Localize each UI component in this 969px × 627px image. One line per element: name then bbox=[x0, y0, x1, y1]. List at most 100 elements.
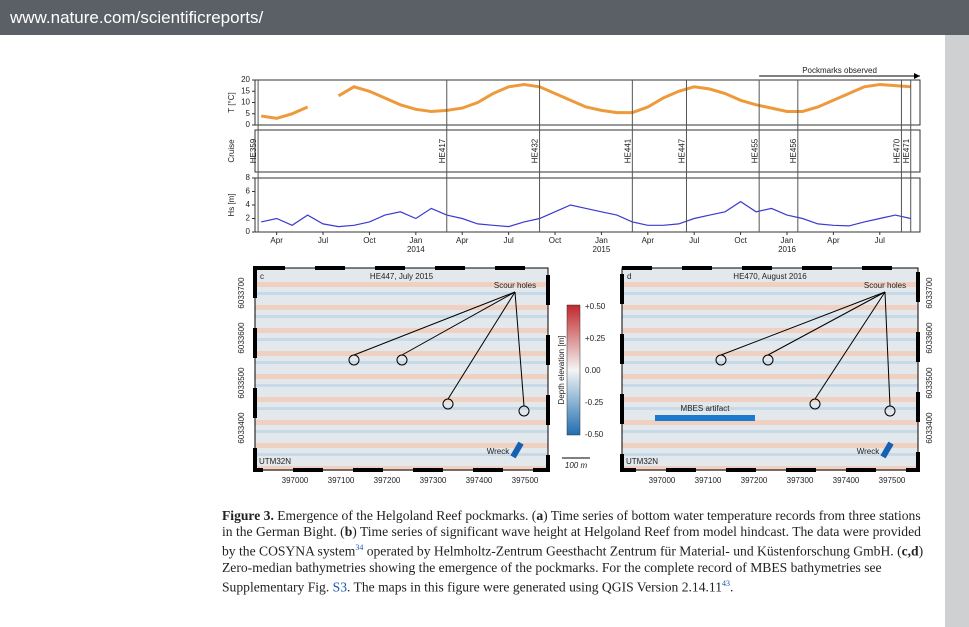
caption: Figure 3. Emergence of the Helgoland Ree… bbox=[222, 508, 934, 595]
cruise-name: HE471 bbox=[902, 138, 911, 163]
map-stripe bbox=[622, 407, 918, 410]
x-tick-label: Apr bbox=[642, 236, 655, 245]
map-x-label: 397000 bbox=[282, 476, 309, 485]
map-scour: Scour holes bbox=[864, 281, 906, 290]
cruise-label: Cruise bbox=[227, 139, 236, 163]
map-y-label: 6033700 bbox=[925, 277, 934, 309]
pockmarks-label: Pockmarks observed bbox=[802, 66, 877, 75]
url-bar[interactable]: www.nature.com/scientificreports/ bbox=[0, 0, 969, 35]
map-x-label: 397300 bbox=[787, 476, 814, 485]
caption-run: . bbox=[730, 579, 733, 594]
x-tick-label: Jan bbox=[409, 236, 422, 245]
caption-run: Emergence of the Helgoland Reef pockmark… bbox=[274, 508, 536, 523]
map-y-label: 6033600 bbox=[925, 322, 934, 354]
x-tick-label: Jul bbox=[689, 236, 699, 245]
map-stripe bbox=[255, 430, 548, 433]
y-tick-label: 10 bbox=[241, 98, 250, 107]
map-letter: d bbox=[627, 272, 631, 281]
series-line bbox=[261, 85, 911, 119]
x-tick-label: Oct bbox=[734, 236, 747, 245]
map-stripe bbox=[255, 315, 548, 318]
caption-run: c,d bbox=[902, 544, 919, 559]
y-tick-label: 2 bbox=[246, 214, 251, 223]
y-tick-label: 8 bbox=[246, 173, 251, 182]
y-tick-label: 20 bbox=[241, 75, 250, 84]
y-tick-label: 4 bbox=[246, 200, 251, 209]
colorbar-label: Depth elevation [m] bbox=[557, 336, 566, 405]
y-tick-label: 5 bbox=[246, 109, 251, 118]
caption-run: operated by Helmholtz-Zentrum Geesthacht… bbox=[363, 544, 901, 559]
map-y-label: 6033500 bbox=[237, 367, 246, 399]
map-stripe bbox=[255, 374, 548, 379]
x-tick-label: Apr bbox=[827, 236, 840, 245]
map-x-label: 397100 bbox=[328, 476, 355, 485]
x-tick-label: Jan bbox=[781, 236, 794, 245]
cruise-name: HE417 bbox=[438, 138, 447, 163]
arrow-head bbox=[914, 73, 920, 79]
map-y-label: 6033600 bbox=[237, 322, 246, 354]
x-tick-label: Oct bbox=[363, 236, 376, 245]
map-stripe bbox=[255, 292, 548, 295]
side-strip bbox=[945, 35, 969, 627]
x-tick-label: Jul bbox=[318, 236, 328, 245]
map-stripe bbox=[255, 328, 548, 333]
map-x-label: 397500 bbox=[879, 476, 906, 485]
map-stripe bbox=[255, 420, 548, 425]
map-y-label: 6033400 bbox=[925, 412, 934, 444]
scale-label: 100 m bbox=[565, 461, 588, 470]
map-wreck: Wreck bbox=[487, 447, 511, 456]
map-x-label: 397200 bbox=[741, 476, 768, 485]
map-stripe bbox=[255, 384, 548, 387]
cruise-name: HE447 bbox=[678, 138, 687, 163]
x-tick-label: Apr bbox=[270, 236, 283, 245]
colorbar-tick: +0.25 bbox=[585, 334, 606, 343]
x-tick-label: Jul bbox=[875, 236, 885, 245]
year-label: 2016 bbox=[778, 245, 796, 254]
map-title: HE470, August 2016 bbox=[733, 272, 807, 281]
cruise-name: HE441 bbox=[623, 138, 632, 163]
artifact bbox=[655, 415, 755, 421]
year-label: 2015 bbox=[593, 245, 611, 254]
map-stripe bbox=[255, 397, 548, 402]
map-stripe bbox=[255, 361, 548, 364]
cruise-frame bbox=[255, 130, 920, 172]
x-tick-label: Apr bbox=[456, 236, 469, 245]
map-wreck: Wreck bbox=[857, 447, 881, 456]
y-axis-label: T [°C] bbox=[227, 92, 236, 112]
map-title: HE447, July 2015 bbox=[370, 272, 434, 281]
map-stripe bbox=[622, 430, 918, 433]
caption-run: . The maps in this figure were generated… bbox=[347, 579, 722, 594]
map-x-label: 397100 bbox=[695, 476, 722, 485]
page: www.nature.com/scientificreports/ 2015 10… bbox=[0, 0, 969, 627]
cruise-name: HE455 bbox=[750, 138, 759, 163]
year-label: 2014 bbox=[407, 245, 425, 254]
colorbar-tick: -0.50 bbox=[585, 430, 604, 439]
map-stripe bbox=[622, 384, 918, 387]
colorbar bbox=[567, 305, 580, 435]
map-artifact: MBES artifact bbox=[681, 404, 731, 413]
map-stripe bbox=[255, 407, 548, 410]
colorbar-tick: +0.50 bbox=[585, 302, 606, 311]
map-x-label: 397000 bbox=[649, 476, 676, 485]
cruise-name: HE456 bbox=[789, 138, 798, 163]
map-stripe bbox=[255, 338, 548, 341]
y-tick-label: 0 bbox=[246, 227, 251, 236]
map-stripe bbox=[622, 315, 918, 318]
map-x-label: 397300 bbox=[420, 476, 447, 485]
cruise-name: HE470 bbox=[893, 138, 902, 163]
cruise-name: HE359 bbox=[249, 138, 258, 163]
cruise-name: HE432 bbox=[531, 138, 540, 163]
map-stripe bbox=[622, 361, 918, 364]
caption-run: Figure 3. bbox=[222, 508, 274, 523]
x-tick-label: Jul bbox=[504, 236, 514, 245]
map-scour: Scour holes bbox=[494, 281, 536, 290]
caption-run[interactable]: S3 bbox=[333, 579, 347, 594]
map-x-label: 397500 bbox=[512, 476, 539, 485]
map-stripe bbox=[622, 374, 918, 379]
map-x-label: 397400 bbox=[466, 476, 493, 485]
map-x-label: 397400 bbox=[833, 476, 860, 485]
caption-run[interactable]: 43 bbox=[722, 579, 730, 588]
y-axis-label: Hs [m] bbox=[227, 193, 236, 216]
map-stripe bbox=[622, 397, 918, 402]
x-tick-label: Oct bbox=[549, 236, 562, 245]
